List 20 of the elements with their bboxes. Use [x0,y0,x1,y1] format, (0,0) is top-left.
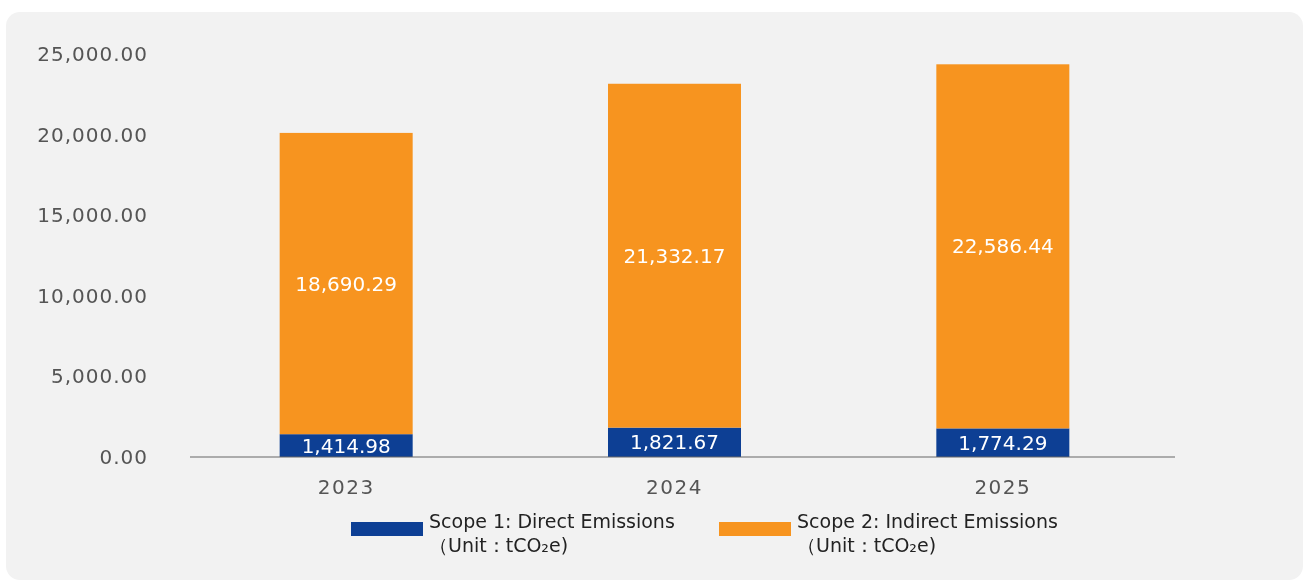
data-label: 22,586.44 [951,234,1054,259]
y-tick-label: 5,000.00 [50,364,148,389]
y-tick-label: 15,000.00 [37,203,148,228]
legend-label: Scope 1: Direct Emissions （Unit：tCO₂e) [429,510,675,556]
x-tick-label: 2023 [317,475,375,499]
bar [608,83,741,428]
data-label: 21,332.17 [623,243,726,268]
data-label: 1,414.98 [301,433,391,458]
x-tick-label: 2024 [646,475,703,499]
y-tick-label: 20,000.00 [37,122,148,147]
bar [936,64,1070,429]
y-tick-label: 0.00 [99,445,148,469]
y-tick-label: 10,000.00 [37,283,148,308]
x-tick-label: 2025 [974,475,1032,499]
data-label: 18,690.29 [295,271,398,296]
data-label: 1,774.29 [958,430,1048,455]
y-tick-label: 25,000.00 [37,42,148,66]
legend-label: Scope 2: Indirect Emissions （Unit：tCO₂e) [797,510,1058,556]
bar [279,132,413,435]
data-label: 1,821.67 [629,430,720,455]
